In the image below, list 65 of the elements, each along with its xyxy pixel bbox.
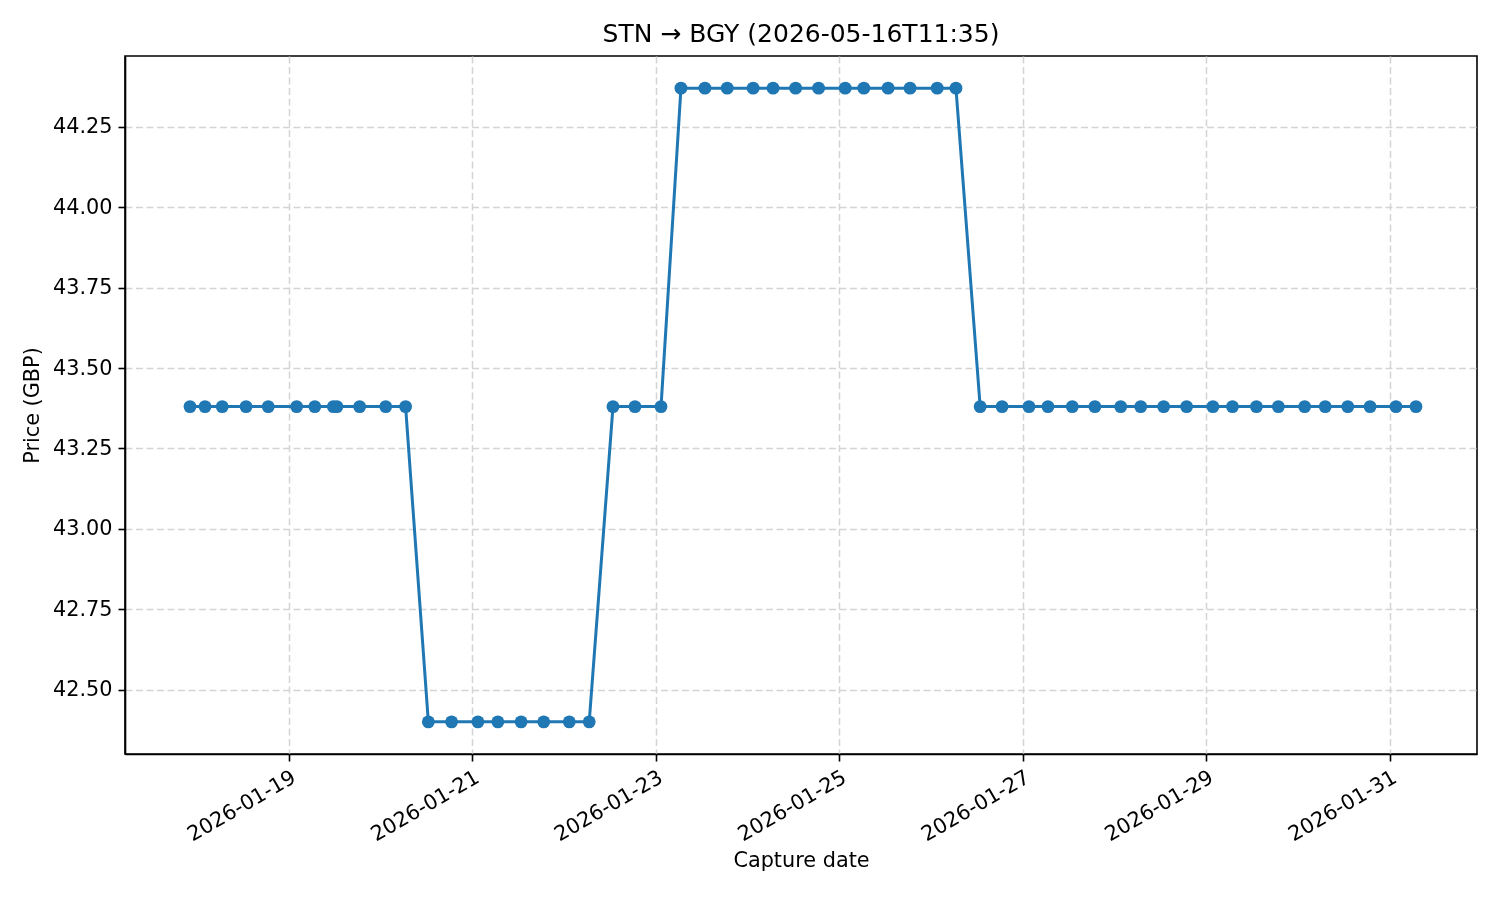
- y-tick-label: 42.50: [52, 677, 113, 702]
- point: [308, 400, 322, 414]
- point: [1041, 400, 1055, 414]
- y-tick-label: 43.50: [52, 355, 113, 380]
- point: [995, 400, 1009, 414]
- point: [930, 81, 944, 95]
- y-tick-label: 43.75: [52, 275, 113, 300]
- y-axis-title: Price (GBP): [19, 347, 44, 464]
- point: [766, 81, 780, 95]
- point: [1022, 400, 1036, 414]
- point: [746, 81, 760, 95]
- point: [789, 81, 803, 95]
- point: [903, 81, 917, 95]
- y-tick-label: 43.00: [52, 516, 113, 541]
- point: [445, 715, 459, 729]
- point: [1341, 400, 1355, 414]
- point: [353, 400, 367, 414]
- point: [198, 400, 212, 414]
- point: [183, 400, 197, 414]
- chart-title: STN → BGY (2026-05-16T11:35): [602, 19, 1000, 48]
- y-tick-label: 43.25: [52, 435, 113, 460]
- point: [582, 715, 596, 729]
- y-tick-label: 44.25: [52, 114, 113, 139]
- point: [1157, 400, 1171, 414]
- point: [1298, 400, 1312, 414]
- point: [857, 81, 871, 95]
- point: [881, 81, 895, 95]
- point: [1114, 400, 1128, 414]
- point: [215, 400, 229, 414]
- point: [1318, 400, 1332, 414]
- point: [379, 400, 393, 414]
- point: [628, 400, 642, 414]
- point: [606, 400, 620, 414]
- point: [1363, 400, 1377, 414]
- point: [949, 81, 963, 95]
- point: [838, 81, 852, 95]
- point: [514, 715, 528, 729]
- point: [491, 715, 505, 729]
- point: [1226, 400, 1239, 414]
- point: [1271, 400, 1285, 414]
- point: [1088, 400, 1102, 414]
- point: [1180, 400, 1194, 414]
- point: [720, 81, 734, 95]
- point: [1134, 400, 1148, 414]
- point: [261, 400, 275, 414]
- point: [1409, 400, 1423, 414]
- point: [812, 81, 826, 95]
- point: [421, 715, 435, 729]
- point: [471, 715, 485, 729]
- point: [239, 400, 253, 414]
- point: [537, 715, 551, 729]
- point: [1065, 400, 1079, 414]
- x-axis-title: Capture date: [733, 848, 870, 873]
- point: [562, 715, 576, 729]
- point: [1206, 400, 1220, 414]
- point: [1389, 400, 1403, 414]
- point: [654, 400, 668, 414]
- point: [674, 81, 688, 95]
- y-tick-label: 42.75: [52, 596, 113, 621]
- y-tick-label: 44.00: [52, 194, 113, 219]
- point: [1250, 400, 1263, 414]
- point: [973, 400, 987, 414]
- point: [698, 81, 712, 95]
- point: [290, 400, 304, 414]
- point: [399, 400, 413, 414]
